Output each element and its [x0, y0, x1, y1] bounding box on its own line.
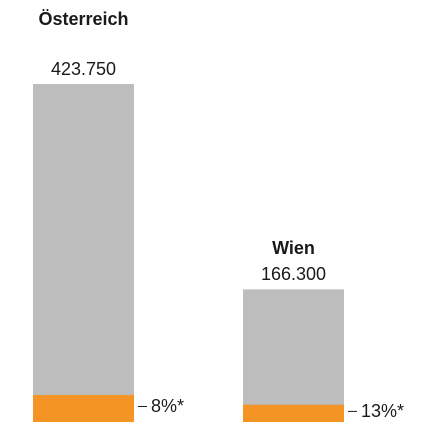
share-label: 8%* [151, 396, 184, 416]
category-label: Wien [272, 238, 315, 258]
share-label: 13%* [361, 401, 404, 421]
value-label: 166.300 [261, 264, 326, 284]
share-bar [243, 404, 344, 422]
bar [243, 289, 344, 422]
share-bar [33, 394, 134, 422]
bar [33, 84, 134, 422]
value-label: 423.750 [51, 59, 116, 79]
category-label: Österreich [38, 9, 128, 29]
